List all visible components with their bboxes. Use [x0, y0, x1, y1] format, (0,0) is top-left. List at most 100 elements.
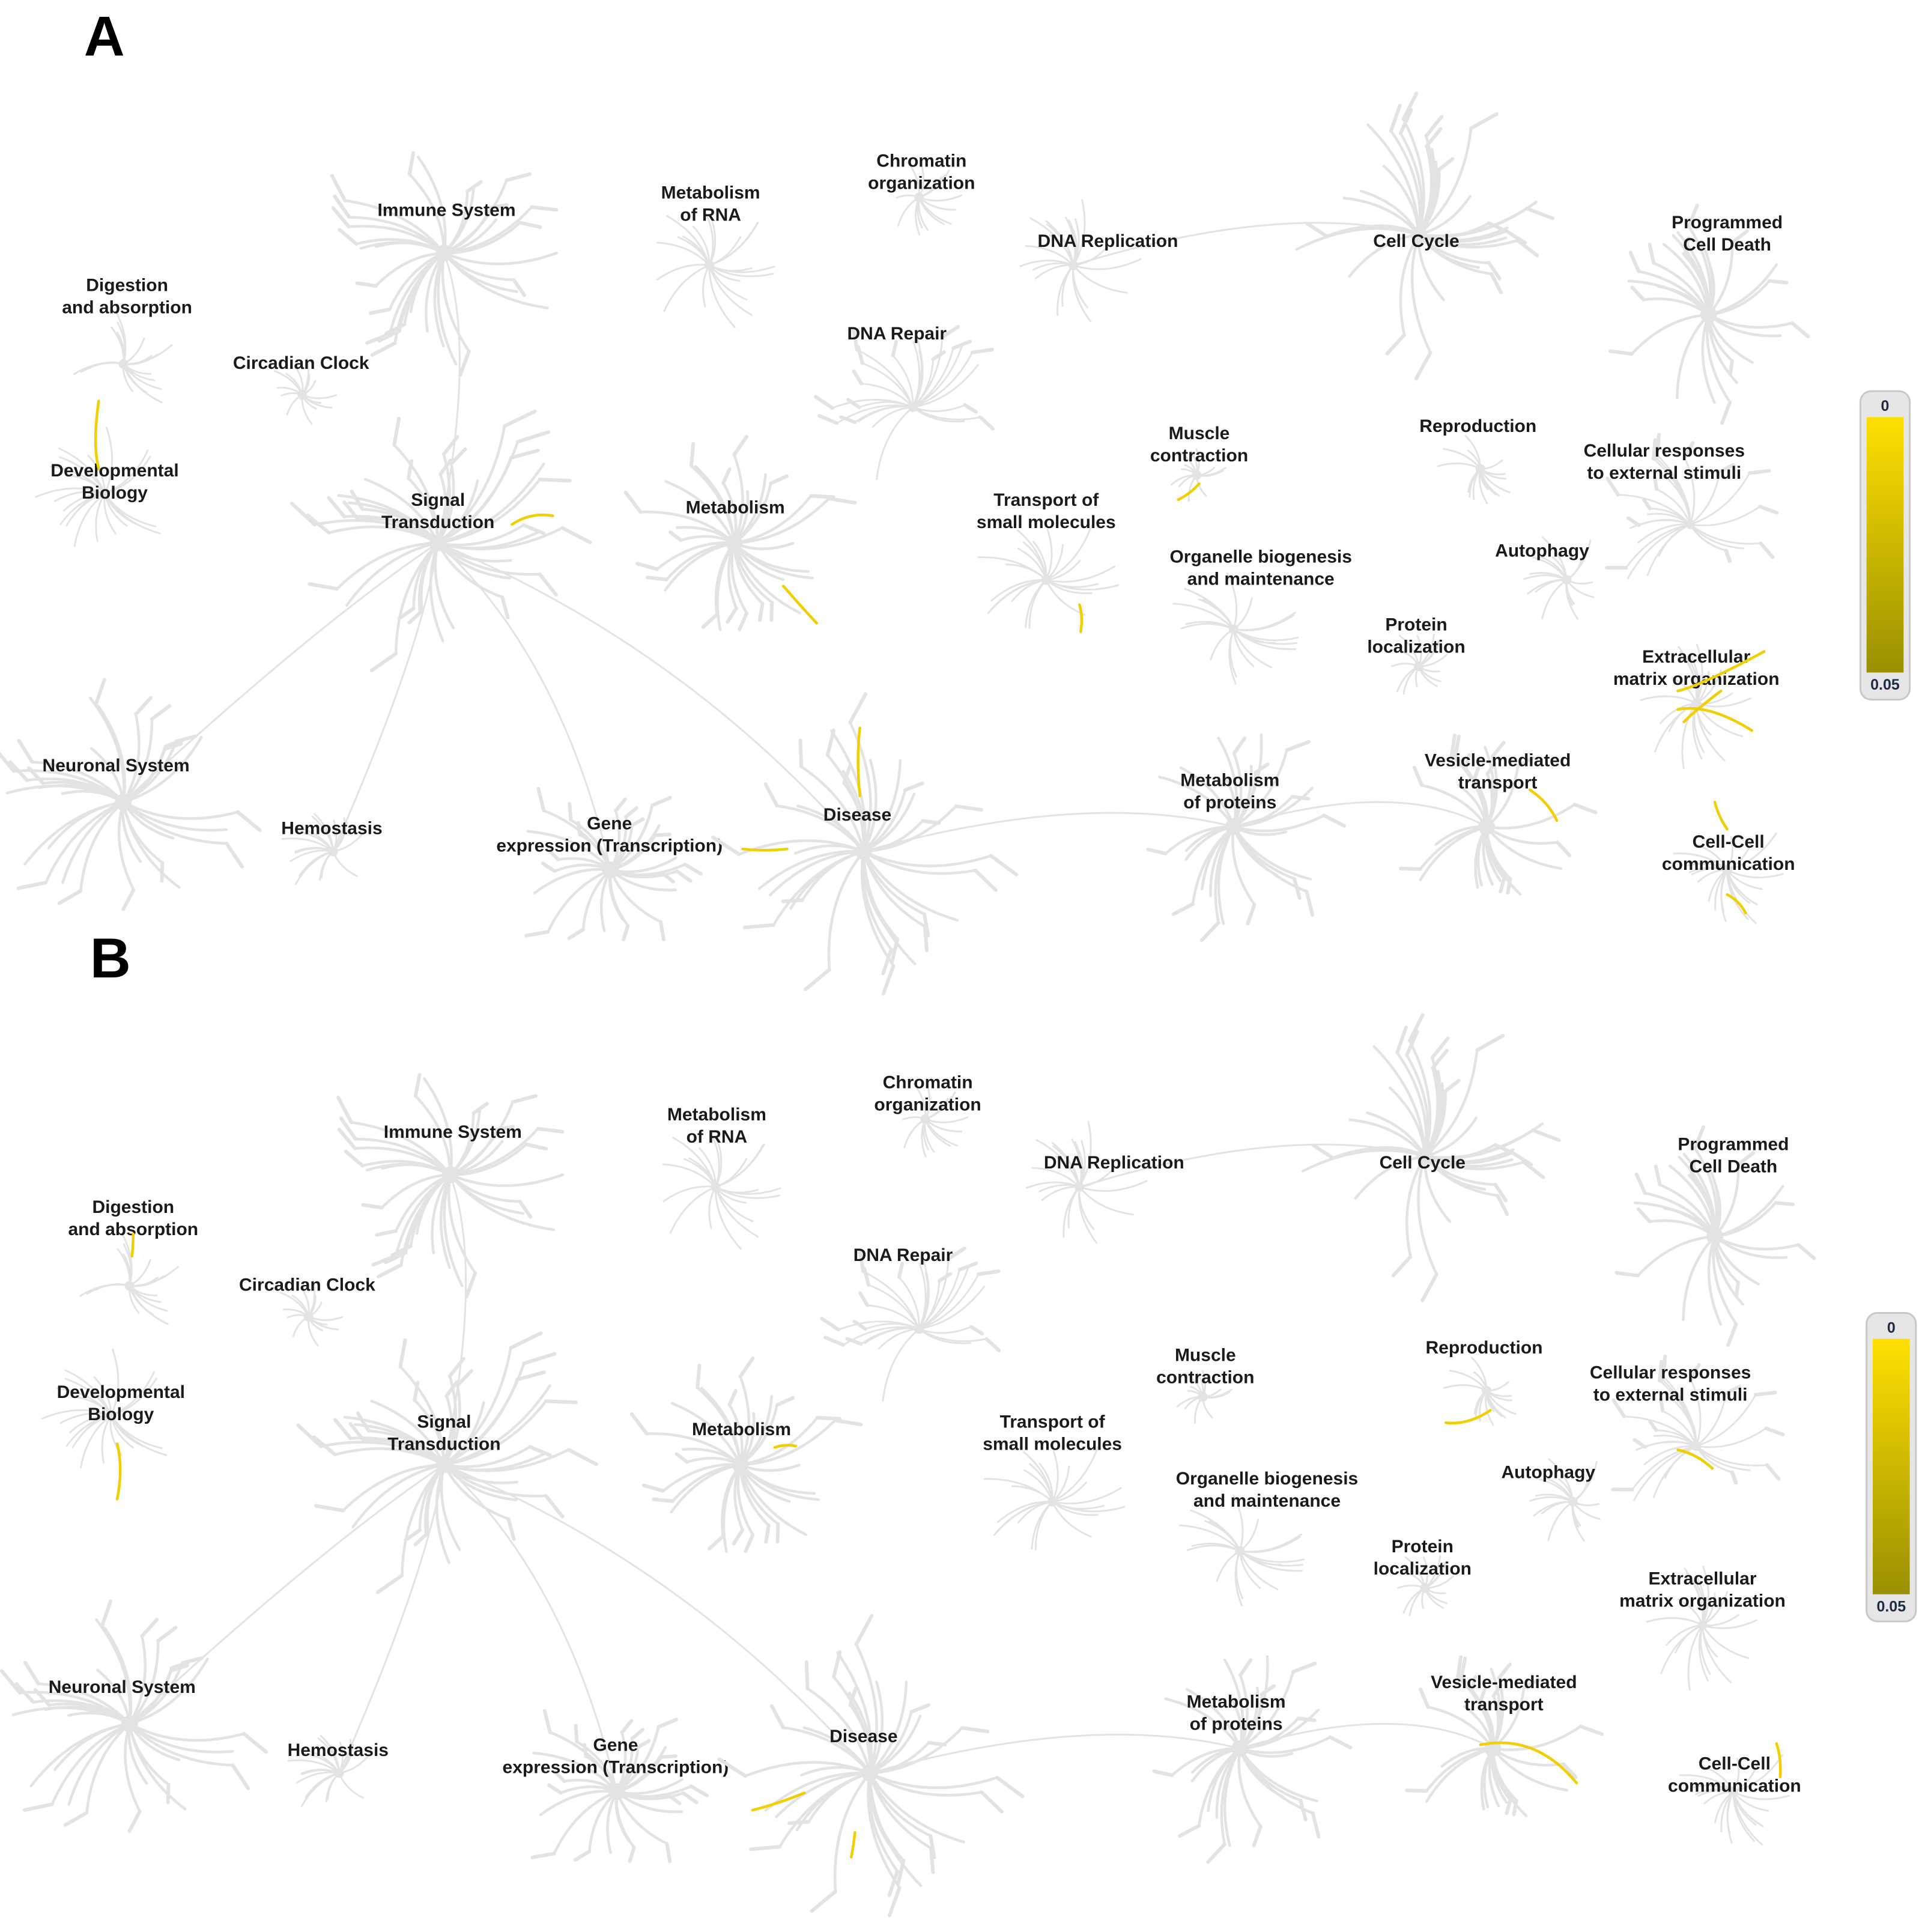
pathway-node-circadian[interactable]: Circadian Clock [239, 1275, 375, 1347]
pathway-label[interactable]: Disease [829, 1727, 897, 1746]
pathway-label[interactable]: Disease [823, 805, 891, 825]
pathway-label[interactable]: Hemostasis [281, 819, 382, 839]
pathway-node-immune[interactable]: Immune System [336, 1073, 565, 1299]
pathway-label[interactable]: Cellular responses [1590, 1362, 1751, 1382]
pathway-label[interactable]: transport [1464, 1695, 1544, 1715]
pathway-label[interactable]: of proteins [1190, 1715, 1283, 1734]
pathway-node-devbio[interactable]: Developmental Biology [41, 1348, 185, 1469]
pathway-label[interactable]: Transport of [993, 490, 1099, 510]
pathway-label[interactable]: Cell-Cell [1699, 1754, 1771, 1773]
pathway-label[interactable]: Developmental [50, 461, 178, 481]
pathway-node-neuronal[interactable]: Neuronal System [0, 1599, 268, 1833]
pathway-label[interactable]: Reproduction [1419, 416, 1536, 436]
pathway-label[interactable]: Gene [593, 1736, 638, 1755]
pathway-label[interactable]: Transduction [387, 1434, 500, 1454]
pathway-label[interactable]: Developmental [57, 1382, 185, 1402]
pathway-label[interactable]: Protein [1392, 1537, 1454, 1557]
pathway-node-geneexp[interactable]: Gene expression (Transcription) [496, 787, 723, 942]
pathway-label[interactable]: Protein [1385, 615, 1447, 635]
pathway-label[interactable]: Digestion [86, 276, 168, 296]
pathway-label[interactable]: Autophagy [1495, 541, 1589, 560]
pathway-label[interactable]: Extracellular [1648, 1569, 1756, 1588]
pathway-label[interactable]: localization [1374, 1559, 1472, 1579]
pathway-label[interactable]: organization [874, 1095, 981, 1115]
pathway-label[interactable]: Metabolism [692, 1420, 791, 1439]
pathway-label[interactable]: Muscle [1175, 1346, 1236, 1365]
pathway-label[interactable]: Programmed [1672, 213, 1783, 232]
pathway-node-metabolism[interactable]: Metabolism [623, 434, 857, 631]
pathway-node-disease[interactable]: Disease [717, 1614, 1025, 1918]
pathway-label[interactable]: contraction [1156, 1368, 1254, 1388]
pathway-label[interactable]: Gene [587, 813, 632, 833]
pathway-label[interactable]: of RNA [687, 1127, 748, 1147]
pathway-label[interactable]: expression (Transcription) [496, 836, 723, 855]
pathway-label[interactable]: Circadian Clock [233, 353, 369, 373]
pathway-label[interactable]: Transport of [1000, 1412, 1106, 1432]
pathway-label[interactable]: Programmed [1678, 1134, 1789, 1154]
pathway-node-muscle[interactable]: Muscle contraction [1150, 424, 1248, 502]
pathway-label[interactable]: Chromatin [876, 151, 966, 171]
pathway-label[interactable]: Neuronal System [49, 1677, 196, 1697]
pathway-label[interactable]: communication [1662, 854, 1795, 874]
pathway-label[interactable]: small molecules [977, 512, 1116, 532]
pathway-label[interactable]: DNA Repair [853, 1245, 953, 1265]
pathway-node-dnarep[interactable]: DNA Replication [1025, 1120, 1184, 1244]
pathway-label[interactable]: small molecules [983, 1434, 1122, 1454]
pathway-label[interactable]: Digestion [92, 1197, 174, 1217]
pathway-node-muscle[interactable]: Muscle contraction [1156, 1346, 1254, 1424]
pathway-node-cellcycle[interactable]: Cell Cycle [1295, 91, 1555, 381]
pathway-label[interactable]: Transduction [381, 512, 494, 532]
pathway-node-dnarepair[interactable]: DNA Repair [813, 324, 995, 480]
pathway-node-hemostasis[interactable]: Hemostasis [288, 1734, 389, 1807]
pathway-label[interactable]: Chromatin [883, 1073, 973, 1093]
pathway-label[interactable]: localization [1367, 637, 1465, 657]
pathway-label[interactable]: of proteins [1183, 792, 1276, 812]
pathway-node-dnarepair[interactable]: DNA Repair [820, 1245, 1001, 1402]
pathway-node-circadian[interactable]: Circadian Clock [233, 353, 369, 425]
pathway-label[interactable]: DNA Repair [847, 324, 947, 344]
pathway-label[interactable]: Signal [411, 490, 465, 510]
pathway-node-hemostasis[interactable]: Hemostasis [281, 813, 383, 886]
pathway-label[interactable]: Organelle biogenesis [1169, 547, 1351, 567]
pathway-label[interactable]: of RNA [680, 205, 741, 225]
pathway-node-dnarep[interactable]: DNA Replication [1019, 199, 1178, 323]
pathway-node-autophagy[interactable]: Autophagy [1501, 1458, 1601, 1542]
pathway-label[interactable]: Vesicle-mediated [1431, 1672, 1577, 1692]
pathway-label[interactable]: to external stimuli [1587, 463, 1741, 483]
pathway-label[interactable]: Metabolism [686, 498, 785, 518]
pathway-label[interactable]: Vesicle-mediated [1425, 751, 1571, 771]
pathway-node-ecm[interactable]: Extracellular matrix organization [1619, 1566, 1786, 1691]
pathway-label[interactable]: and maintenance [1193, 1491, 1341, 1511]
pathway-label[interactable]: Immune System [377, 200, 515, 220]
pathway-label[interactable]: matrix organization [1619, 1591, 1786, 1611]
pathway-node-pcd[interactable]: Programmed Cell Death [1608, 203, 1810, 425]
pathway-label[interactable]: Extracellular [1642, 647, 1750, 667]
pathway-label[interactable]: DNA Replication [1038, 231, 1178, 251]
pathway-node-reproduction[interactable]: Reproduction [1419, 416, 1536, 505]
pathway-label[interactable]: Organelle biogenesis [1176, 1469, 1358, 1489]
pathway-label[interactable]: Metabolism [1180, 770, 1279, 790]
pathway-label[interactable]: Muscle [1169, 424, 1230, 443]
pathway-node-neuronal[interactable]: Neuronal System [0, 678, 262, 911]
pathway-node-geneexp[interactable]: Gene expression (Transcription) [503, 1709, 729, 1864]
pathway-node-metabolism[interactable]: Metabolism [629, 1356, 863, 1554]
pathway-label[interactable]: Signal [417, 1412, 471, 1432]
pathway-label[interactable]: and maintenance [1187, 570, 1335, 589]
pathway-label[interactable]: Cell Death [1683, 235, 1771, 255]
pathway-label[interactable]: Metabolism [1187, 1692, 1286, 1712]
pathway-label[interactable]: Reproduction [1426, 1338, 1543, 1358]
